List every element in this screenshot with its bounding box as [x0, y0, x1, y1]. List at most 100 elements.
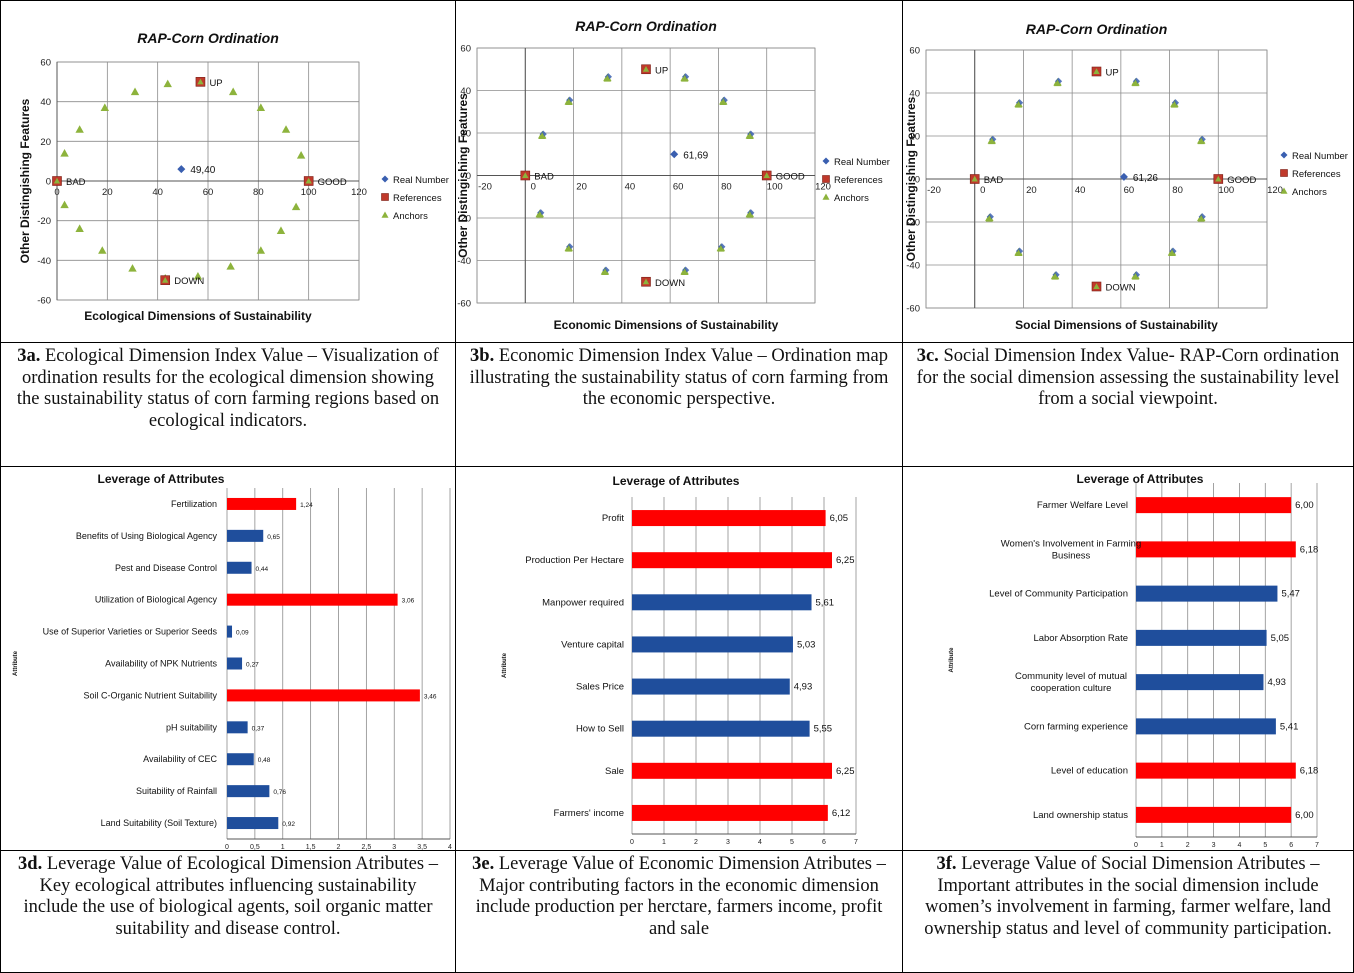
bar-value-label: 3,06 — [402, 598, 415, 605]
legend-label: Anchors — [393, 211, 428, 222]
anchor-point — [1215, 175, 1222, 182]
anchor-point — [522, 172, 529, 179]
bar — [227, 753, 254, 766]
x-tick-label: 2 — [694, 839, 698, 846]
anchor-point — [162, 276, 169, 283]
bar — [227, 497, 297, 510]
anchor-point — [720, 96, 728, 104]
bar-value-label: 6,18 — [1300, 544, 1319, 555]
x-tick-label: 6 — [1289, 842, 1293, 849]
bar — [632, 804, 828, 821]
reference-label: BAD — [534, 172, 554, 183]
anchor-point — [565, 245, 573, 252]
x-tick-label: 4 — [758, 839, 762, 846]
x-tick-label: 60 — [203, 187, 214, 198]
bar — [632, 552, 832, 569]
anchor-point — [75, 125, 84, 133]
anchor-point — [228, 87, 238, 96]
bar — [227, 529, 264, 542]
anchor-point — [226, 262, 235, 270]
bar-value-label: 3,46 — [424, 693, 437, 700]
y-tick-label: 40 — [909, 89, 920, 100]
legend-marker — [822, 175, 830, 183]
x-tick-label: 1 — [662, 839, 666, 846]
x-tick-label: 4 — [1237, 842, 1241, 849]
bar-value-label: 1,24 — [300, 502, 313, 509]
reference-label: DOWN — [174, 276, 204, 287]
legend-label: References — [1292, 169, 1341, 180]
category-label: Level of education — [1051, 766, 1128, 777]
real-number-label: 61,26 — [1133, 173, 1158, 184]
anchor-point — [682, 73, 690, 81]
x-axis-title: Economic Dimensions of Sustainability — [554, 318, 779, 332]
category-label: Manpower required — [542, 597, 624, 608]
category-label: Fertilization — [171, 499, 217, 509]
legend-label: References — [393, 193, 442, 204]
anchor-point — [1051, 273, 1059, 280]
economic-ordination-chart: RAP-Corn Ordination 60 40 20 0 -20 -40 -60 -20 0 2… — [456, 18, 890, 332]
anchor-point — [747, 130, 755, 138]
chart-title: Leverage of Attributes — [98, 472, 225, 486]
anchor-point — [565, 98, 573, 106]
anchor-point — [256, 103, 266, 111]
bar — [227, 657, 243, 670]
real-number-label: 49,40 — [190, 165, 215, 176]
x-tick-label: 100 — [1218, 185, 1234, 196]
anchor-point — [1170, 101, 1179, 108]
caption-3c: 3c. Social Dimension Index Value- RAP-Co… — [916, 346, 1340, 409]
anchor-point — [681, 268, 689, 276]
anchor-point — [1053, 79, 1062, 87]
category-label: Sale — [605, 766, 624, 777]
y-tick-label: -40 — [37, 256, 51, 267]
anchor-point — [296, 151, 306, 159]
y-tick-label: -20 — [906, 218, 920, 229]
bar-value-label: 0,48 — [258, 757, 271, 764]
chart-title: RAP-Corn Ordination — [1026, 21, 1168, 37]
y-tick-label: 60 — [40, 58, 51, 69]
legend-label: Real Number — [834, 157, 890, 168]
bar-value-label: 0,09 — [236, 630, 249, 637]
anchor-point — [128, 264, 137, 272]
anchor-point — [1093, 68, 1100, 75]
bar-value-label: 6,12 — [832, 808, 851, 819]
social-ordination-chart: RAP-Corn Ordination 60 40 20 0 -20 -40 -60 -20 0 2… — [904, 21, 1348, 332]
x-tick-label: 7 — [854, 839, 858, 846]
anchor-point — [603, 75, 611, 82]
x-tick-label: 4 — [448, 844, 452, 850]
bar — [227, 625, 233, 638]
x-tick-label: 5 — [1263, 842, 1267, 849]
bar-value-label: 4,93 — [1267, 677, 1286, 688]
bar-value-label: 6,05 — [830, 513, 849, 524]
x-tick-label: 0 — [225, 844, 229, 850]
anchor-point — [1131, 79, 1140, 87]
anchor-point — [642, 66, 650, 72]
x-tick-label: -20 — [478, 182, 492, 193]
x-tick-label: 0 — [980, 185, 985, 196]
legend-marker — [381, 211, 389, 218]
bar-value-label: 0,27 — [246, 662, 259, 669]
bar — [227, 785, 270, 798]
x-axis-title: Ecological Dimensions of Sustainability — [84, 309, 312, 323]
x-tick-label: 0 — [1134, 842, 1138, 849]
y-axis-title: Attribute — [13, 650, 19, 676]
x-tick-label: 3 — [726, 839, 730, 846]
bar — [632, 678, 790, 695]
bar — [227, 721, 248, 734]
real-number-point — [177, 165, 186, 174]
bar-value-label: 5,41 — [1280, 721, 1299, 732]
reference-label: BAD — [66, 177, 86, 188]
table-rule — [0, 342, 1354, 343]
x-tick-label: 6 — [822, 839, 826, 846]
anchor-point — [538, 132, 546, 140]
anchor-point — [604, 73, 612, 81]
anchor-point — [60, 149, 69, 157]
real-number-point — [670, 150, 679, 159]
anchor-point — [53, 177, 61, 184]
legend-marker — [1280, 151, 1288, 159]
y-tick-label: 0 — [46, 177, 51, 188]
bar — [1136, 806, 1292, 823]
table-rule — [455, 0, 456, 973]
category-label: pH suitability — [166, 722, 218, 732]
legend-marker — [381, 175, 389, 183]
bar — [1136, 497, 1292, 514]
